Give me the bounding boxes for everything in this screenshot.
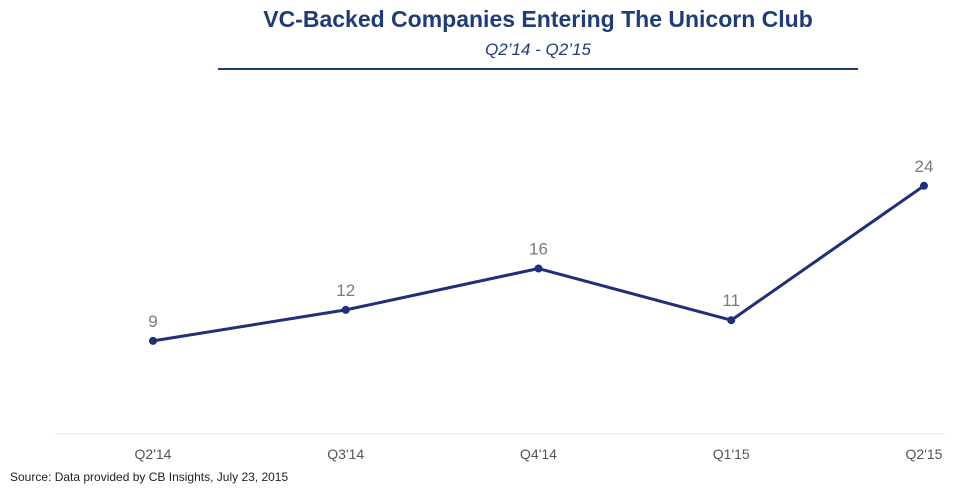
x-tick-label: Q3'14	[327, 446, 364, 462]
data-point	[534, 264, 543, 273]
source-note: Source: Data provided by CB Insights, Ju…	[10, 470, 289, 484]
data-label: 12	[336, 281, 355, 300]
data-label: 24	[915, 157, 934, 176]
x-tick-label: Q4'14	[520, 446, 557, 462]
chart-subtitle: Q2’14 - Q2’15	[485, 40, 591, 59]
data-point	[920, 181, 928, 190]
series-line	[151, 184, 926, 343]
data-label: 9	[148, 312, 157, 331]
x-tick-label: Q2'15	[906, 446, 943, 462]
x-tick-label: Q2'14	[135, 446, 172, 462]
data-point	[727, 316, 736, 325]
data-label: 16	[529, 240, 548, 259]
line-chart: Q2'14 Q3'14 Q4'14 Q1'15 Q2'15 9 12 16 11 24	[55, 157, 945, 462]
chart-title: VC-Backed Companies Entering The Unicorn…	[263, 6, 813, 32]
data-label: 11	[722, 291, 740, 310]
data-point	[341, 305, 350, 314]
x-tick-label: Q1'15	[713, 446, 750, 462]
title-underline	[218, 68, 858, 70]
data-point	[149, 336, 157, 345]
